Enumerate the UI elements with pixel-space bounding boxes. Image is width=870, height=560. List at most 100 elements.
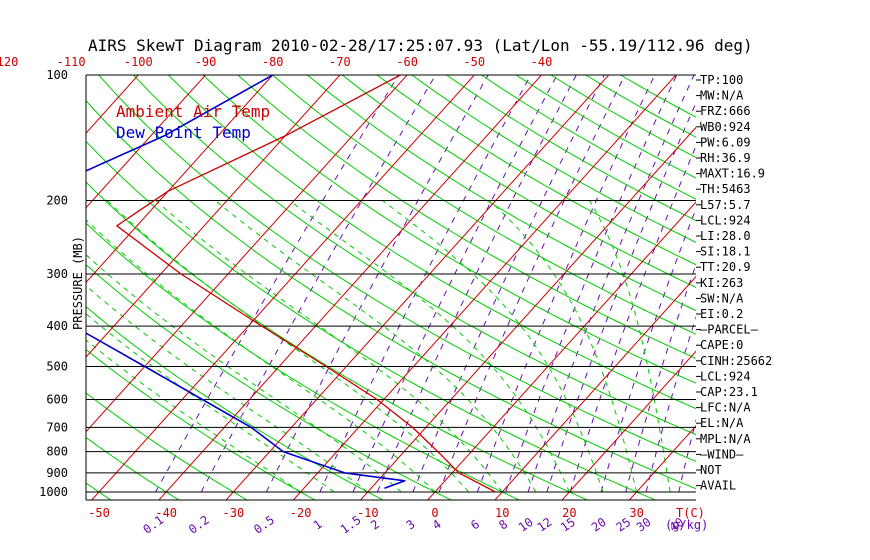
pressure-tick-label: 300: [46, 267, 68, 281]
dry-adiabat-line: [306, 75, 696, 312]
index-item: EI:0.2: [700, 307, 743, 321]
axes: 1002003004005006007008009001000PRESSURE …: [0, 55, 708, 537]
isotherm-line: [359, 126, 696, 500]
isotherm-line: [628, 425, 696, 500]
isobar-lines: [86, 74, 696, 493]
mixing-ratio-line: [319, 75, 532, 493]
dry-adiabat-line: [86, 436, 180, 500]
isotherm-line: [86, 75, 408, 433]
mixing-ratio-label: 4: [430, 517, 444, 533]
index-item: L57:5.7: [700, 198, 751, 212]
index-item: —PARCEL—: [700, 323, 759, 337]
dry-adiabat-line: [410, 75, 696, 243]
mixing-ratio-label: 1: [311, 517, 325, 533]
dry-adiabat-line: [167, 75, 696, 410]
pressure-tick-label: 700: [46, 420, 68, 434]
dry-adiabat-line: [376, 75, 696, 266]
index-item: LI:28.0: [700, 229, 751, 243]
moist-adiabat-line: [155, 200, 503, 493]
mixing-ratio-label: 30: [634, 515, 654, 535]
index-item: KI:263: [700, 276, 743, 290]
top-temp-tick-label: -60: [396, 55, 418, 69]
index-item: TT:20.9: [700, 260, 751, 274]
dry-adiabat-line: [202, 75, 696, 384]
dry-adiabat-line: [86, 99, 696, 490]
pressure-tick-label: 100: [46, 68, 68, 82]
pressure-tick-label: 1000: [39, 485, 68, 499]
top-temp-tick-label: -110: [57, 55, 86, 69]
mixing-ratio-line: [527, 75, 695, 493]
legend: Ambient Air Temp Dew Point Temp: [116, 102, 270, 142]
top-temp-tick-label: -70: [329, 55, 351, 69]
dry-adiabat-line: [341, 75, 696, 288]
mixing-ratio-line: [600, 207, 696, 493]
pressure-tick-label: 600: [46, 392, 68, 406]
mixing-ratio-label: 0.5: [251, 513, 277, 537]
mixing-ratio-label: 3: [404, 517, 418, 533]
pressure-tick-label: 500: [46, 359, 68, 373]
profile-series: [86, 75, 496, 493]
top-temp-tick-label: -50: [463, 55, 485, 69]
pressure-tick-label: 200: [46, 194, 68, 208]
legend-dewpoint-label: Dew Point Temp: [116, 123, 251, 142]
chart-title: AIRS SkewT Diagram 2010-02-28/17:25:07.9…: [88, 36, 753, 55]
dry-adiabat-line: [132, 75, 696, 436]
mixing-ratio-label: 10: [516, 515, 536, 535]
mixing-ratio-label: 2: [368, 517, 382, 533]
index-item: LCL:924: [700, 213, 751, 227]
index-item: LCL:924: [700, 369, 751, 383]
index-item: —WIND—: [700, 447, 744, 461]
dry-adiabat-line: [271, 75, 696, 335]
index-item: CAPE:0: [700, 338, 743, 352]
index-item: SI:18.1: [700, 245, 751, 259]
dry-adiabat-line: [86, 222, 521, 500]
bottom-temp-tick-label: 30: [629, 506, 643, 520]
dewpoint-profile: [86, 75, 406, 490]
pressure-tick-label: 400: [46, 319, 68, 333]
index-item: MPL:N/A: [700, 432, 751, 446]
index-item: CINH:25662: [700, 354, 772, 368]
bottom-temp-tick-label: 10: [495, 506, 509, 520]
mixing-ratio-label: 0.2: [186, 513, 212, 537]
mixing-ratio-line: [569, 144, 696, 493]
top-temp-tick-label: -80: [262, 55, 284, 69]
mixing-ratio-line: [200, 75, 437, 493]
moist-adiabat-line: [289, 200, 570, 493]
mixing-ratio-line: [645, 315, 696, 493]
top-temp-tick-label: -40: [531, 55, 553, 69]
top-temp-tick-label: -120: [0, 55, 18, 69]
pressure-tick-label: 900: [46, 466, 68, 480]
dry-adiabat-line: [86, 264, 453, 500]
moist-adiabat-line: [86, 254, 402, 493]
isotherm-line: [830, 56, 870, 501]
isotherm-line: [86, 75, 341, 358]
bottom-temp-tick-label: -40: [155, 506, 177, 520]
dry-adiabat-line: [515, 75, 696, 179]
dry-adiabat-line: [480, 75, 696, 200]
mixing-ratio-label: 25: [613, 515, 633, 535]
mixing-ratio-line: [625, 263, 696, 493]
moist-adiabat-line: [215, 200, 537, 493]
index-item: MAXT:16.9: [700, 167, 765, 181]
mixing-ratio-label: 40: [667, 515, 687, 535]
mixing-ratio-line: [352, 75, 558, 493]
index-item: FRZ:666: [700, 104, 751, 118]
dry-adiabat-line: [86, 306, 385, 500]
dry-adiabat-line: [86, 181, 589, 500]
isotherm-line: [86, 75, 274, 284]
mixing-ratio-line: [155, 75, 400, 493]
isotherm-line: [158, 75, 543, 500]
moist-adiabat-line: [86, 339, 301, 493]
index-item: TP:100: [700, 73, 743, 87]
mixing-ratio-unit: (g/kg): [665, 518, 708, 532]
bottom-temp-tick-label: -20: [290, 506, 312, 520]
isotherm-line: [0, 56, 21, 501]
index-item: MW:N/A: [700, 89, 744, 103]
dry-adiabat-line: [86, 392, 249, 500]
bottom-axis-unit: T(C): [676, 506, 705, 520]
bottom-temp-tick-label: 0: [431, 506, 438, 520]
mixing-ratio-line: [546, 101, 696, 493]
dry-adiabat-line: [98, 75, 696, 462]
isotherm-line: [225, 75, 610, 500]
